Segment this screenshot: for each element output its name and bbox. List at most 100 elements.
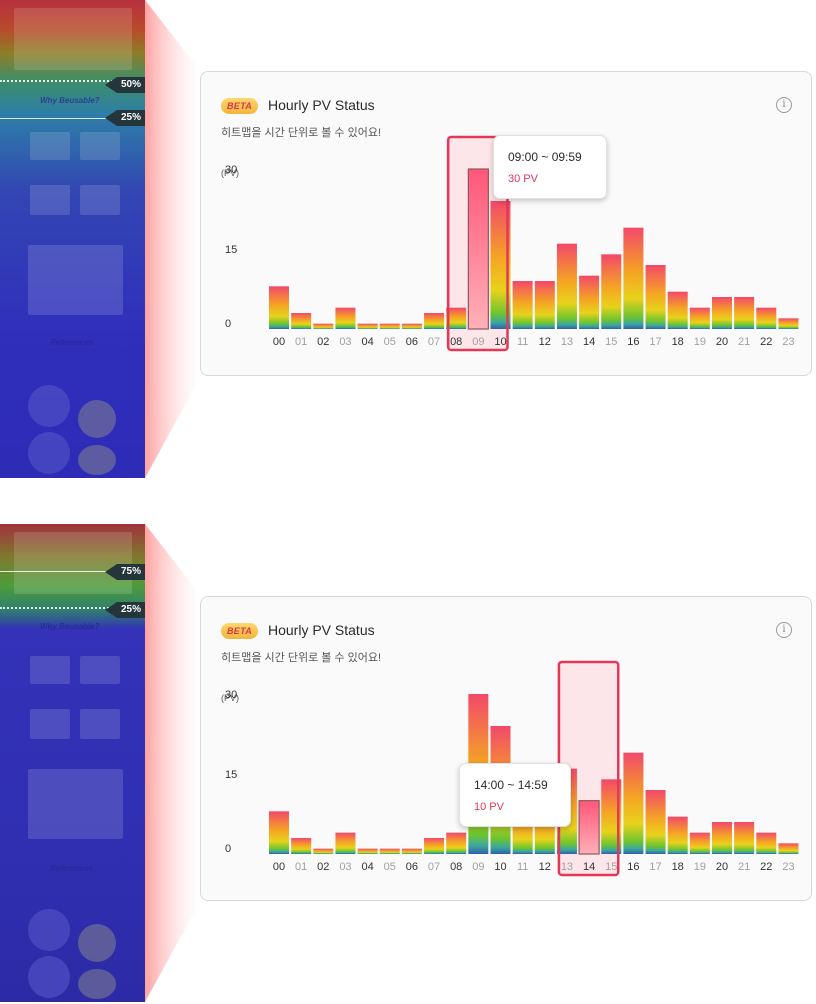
- strip-references-heading: References: [50, 338, 94, 347]
- hourly-pv-bar[interactable]: [689, 832, 710, 854]
- beta-badge: BETA: [221, 623, 259, 639]
- y-tick-label: 0: [225, 318, 231, 330]
- x-tick-label: 21: [738, 336, 750, 348]
- x-tick-label: 19: [694, 336, 706, 348]
- x-tick-label: 04: [361, 336, 373, 348]
- hourly-pv-bar[interactable]: [579, 275, 600, 329]
- tooltip-time-range: 14:00 ~ 14:59: [474, 778, 548, 792]
- tooltip-time-range: 09:00 ~ 09:59: [508, 150, 582, 164]
- y-tick-label: 0: [225, 843, 231, 855]
- x-tick-label: 14: [583, 861, 595, 873]
- card-title: Hourly PV Status: [268, 97, 375, 113]
- hourly-pv-bar[interactable]: [556, 243, 577, 329]
- card-subtitle: 히트맵을 시간 단위로 볼 수 있어요!: [221, 127, 382, 139]
- hourly-pv-bar[interactable]: [335, 307, 356, 329]
- hourly-pv-bar[interactable]: [778, 318, 799, 329]
- hourly-pv-bar[interactable]: [357, 323, 378, 329]
- hourly-pv-bar[interactable]: [667, 291, 688, 329]
- chart-tooltip: 09:00 ~ 09:59 30 PV: [493, 135, 607, 199]
- chart-tooltip: 14:00 ~ 14:59 10 PV: [459, 763, 571, 827]
- x-tick-label: 21: [738, 861, 750, 873]
- x-tick-label: 12: [539, 861, 551, 873]
- hourly-pv-bar[interactable]: [313, 848, 334, 854]
- x-tick-label: 19: [694, 861, 706, 873]
- hourly-pv-bar[interactable]: [357, 848, 378, 854]
- scroll-depth-marker: 25%: [104, 110, 145, 126]
- x-tick-label: 13: [561, 336, 573, 348]
- heatmap-thumbnail[interactable]: Why Beusable? References 50% 25%: [0, 0, 145, 478]
- hourly-pv-bar[interactable]: [534, 281, 555, 329]
- tooltip-pv-value: 10 PV: [474, 801, 504, 813]
- hourly-pv-bar[interactable]: [424, 313, 445, 329]
- hourly-pv-bar[interactable]: [269, 286, 289, 329]
- hourly-pv-bar[interactable]: [645, 265, 666, 329]
- hourly-pv-card: BETA Hourly PV Status 히트맵을 시간 단위로 볼 수 있어…: [200, 596, 812, 901]
- x-tick-label: 22: [760, 336, 772, 348]
- info-icon[interactable]: i: [776, 97, 792, 113]
- y-tick-label: 30: [225, 689, 237, 701]
- x-tick-label: 06: [406, 336, 418, 348]
- hourly-pv-bar[interactable]: [446, 832, 467, 854]
- x-tick-label: 16: [627, 336, 639, 348]
- x-tick-label: 02: [317, 336, 329, 348]
- x-tick-label: 03: [339, 336, 351, 348]
- x-tick-label: 07: [428, 336, 440, 348]
- hourly-pv-bar[interactable]: [645, 790, 666, 854]
- hourly-pv-bar[interactable]: [490, 201, 511, 329]
- hourly-pv-bar[interactable]: [623, 227, 644, 329]
- zoom-connector: [145, 0, 201, 478]
- x-tick-label: 18: [672, 336, 684, 348]
- x-tick-label: 09: [472, 336, 484, 348]
- hourly-pv-card: BETA Hourly PV Status 히트맵을 시간 단위로 볼 수 있어…: [200, 71, 812, 376]
- hourly-pv-bar[interactable]: [734, 297, 755, 329]
- hourly-pv-bar[interactable]: [712, 822, 732, 854]
- hourly-pv-bar[interactable]: [401, 323, 422, 329]
- hourly-pv-bar[interactable]: [379, 323, 400, 329]
- x-tick-label: 04: [361, 861, 373, 873]
- tooltip-pv-value: 30 PV: [508, 173, 538, 185]
- hourly-pv-bar[interactable]: [313, 323, 334, 329]
- x-tick-label: 15: [605, 336, 617, 348]
- hourly-pv-bar[interactable]: [512, 281, 533, 329]
- y-axis-unit: (PV): [221, 693, 239, 703]
- scroll-depth-line: [0, 118, 145, 119]
- scroll-depth-marker: 50%: [104, 77, 145, 93]
- x-tick-label: 13: [561, 861, 573, 873]
- x-tick-label: 03: [339, 861, 351, 873]
- hourly-pv-bar[interactable]: [756, 832, 777, 854]
- hourly-pv-bar[interactable]: [269, 811, 289, 854]
- hourly-pv-bar[interactable]: [601, 779, 622, 854]
- hourly-pv-bar[interactable]: [335, 832, 356, 854]
- hourly-pv-bar[interactable]: [623, 752, 644, 854]
- card-subtitle: 히트맵을 시간 단위로 볼 수 있어요!: [221, 652, 382, 664]
- hourly-pv-bar[interactable]: [446, 307, 467, 329]
- hourly-pv-bar[interactable]: [756, 307, 777, 329]
- x-tick-label: 00: [273, 336, 285, 348]
- x-tick-label: 20: [716, 336, 728, 348]
- hourly-pv-bar[interactable]: [667, 816, 688, 854]
- hourly-pv-bar[interactable]: [291, 313, 312, 329]
- hourly-pv-bar[interactable]: [712, 297, 732, 329]
- hourly-pv-bar[interactable]: [578, 800, 600, 855]
- hourly-pv-bar[interactable]: [689, 307, 710, 329]
- x-tick-label: 01: [295, 336, 307, 348]
- hourly-pv-bar[interactable]: [467, 168, 489, 330]
- x-tick-label: 14: [583, 336, 595, 348]
- info-icon[interactable]: i: [776, 622, 792, 638]
- heatmap-panel-2: Why Beusable? References 75% 25% BETA Ho…: [0, 524, 816, 1004]
- hourly-pv-bar[interactable]: [379, 848, 400, 854]
- heatmap-thumbnail[interactable]: Why Beusable? References 75% 25%: [0, 524, 145, 1002]
- x-tick-label: 16: [627, 861, 639, 873]
- hourly-pv-bar[interactable]: [734, 822, 755, 854]
- x-tick-label: 08: [450, 861, 462, 873]
- hourly-pv-bar[interactable]: [424, 838, 445, 854]
- hourly-pv-bar[interactable]: [601, 254, 622, 329]
- hourly-pv-bar[interactable]: [291, 838, 312, 854]
- hourly-pv-bar[interactable]: [778, 843, 799, 854]
- strip-section-heading: Why Beusable?: [40, 622, 100, 631]
- scroll-depth-line: [0, 607, 145, 609]
- x-tick-label: 17: [649, 336, 661, 348]
- hourly-pv-bar[interactable]: [401, 848, 422, 854]
